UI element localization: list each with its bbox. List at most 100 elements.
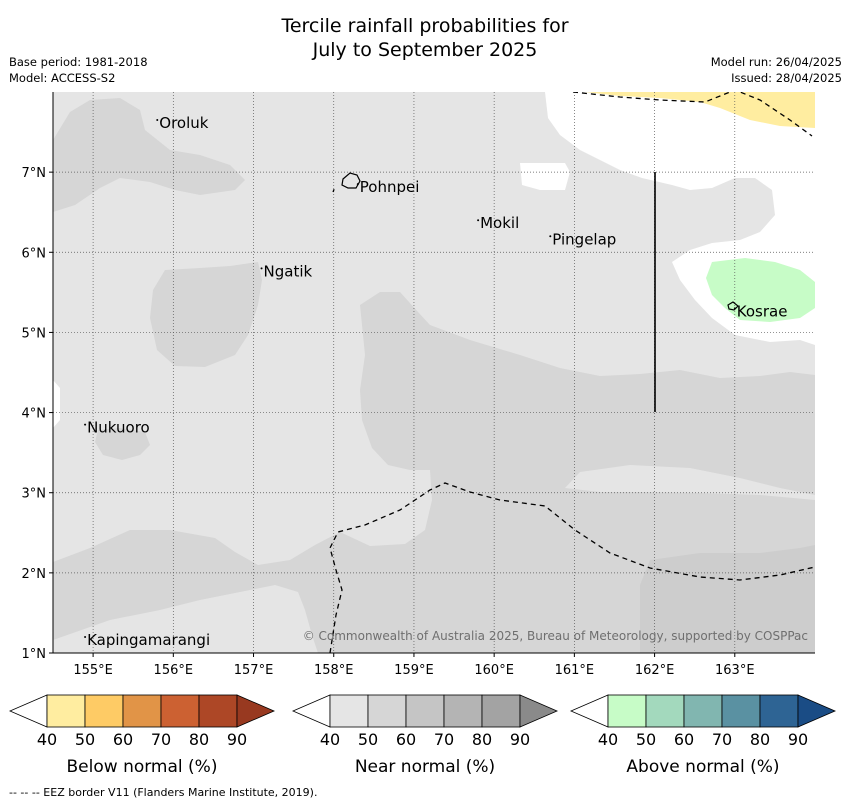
title-line-2: July to September 2025 <box>312 39 538 61</box>
legend-color-step <box>405 694 445 728</box>
legend-color-step <box>645 694 685 728</box>
legend-tick-label: 90 <box>788 730 808 749</box>
near-normal-50-60-ngatik-blob <box>150 262 262 367</box>
legend-title: Below normal (%) <box>67 757 218 777</box>
legend-color-step <box>122 694 162 728</box>
place-label-kosrae: Kosrae <box>737 302 788 320</box>
map-fill-layer <box>53 92 815 653</box>
place-label-kapingamarangi: Kapingamarangi <box>87 631 210 649</box>
legend-tick-label: 60 <box>674 730 694 749</box>
legend-tick-label: 50 <box>636 730 656 749</box>
place-marker <box>84 635 87 638</box>
near-normal-50-60-central-region <box>53 292 815 653</box>
near-normal-40-50-east-patch <box>565 465 815 500</box>
eez-border-north <box>572 92 813 137</box>
legends: 40 50 60 70 80 90 Below normal (%) 40 50 60 70 80 90… <box>8 694 837 777</box>
legend-color-step <box>160 694 200 728</box>
lat-tick-label: 7°N <box>22 166 47 181</box>
legend-color-step <box>46 694 86 728</box>
legend-below-normal: 40 50 60 70 80 90 Below normal (%) <box>8 694 276 777</box>
legend-tick-label: 60 <box>113 730 133 749</box>
place-label-nukuoro: Nukuoro <box>87 419 150 437</box>
near-normal-50-60-nukuoro-blob <box>95 428 150 460</box>
legend-color-step <box>683 694 723 728</box>
lon-tick-label: 155°E <box>73 663 113 678</box>
eez-borders <box>329 92 815 653</box>
place-marker <box>549 235 552 238</box>
meta-right: Model run: 26/04/2025 Issued: 28/04/2025 <box>711 54 842 86</box>
place-label-pohnpei: Pohnpei <box>360 178 420 196</box>
above-normal-40-50-region <box>706 258 815 322</box>
lat-tick-label: 2°N <box>22 567 47 582</box>
legend-title: Above normal (%) <box>626 757 779 777</box>
legend-tick-label: 90 <box>510 730 530 749</box>
place-marker <box>356 183 359 186</box>
place-marker <box>84 423 87 426</box>
legend-extend-low <box>569 694 609 728</box>
base-period: Base period: 1981-2018 <box>9 55 148 69</box>
neutral-white-notch <box>520 163 570 190</box>
map-title: Tercile rainfall probabilities for July … <box>0 14 850 62</box>
legend-tick-label: 40 <box>320 730 340 749</box>
lat-tick-label: 3°N <box>22 487 47 502</box>
legend-color-step <box>759 694 799 728</box>
legend-color-step <box>367 694 407 728</box>
legend-color-step <box>84 694 124 728</box>
legend-tick-label: 80 <box>189 730 209 749</box>
lon-tick-label: 163°E <box>715 663 755 678</box>
copyright-notice: © Commonwealth of Australia 2025, Bureau… <box>303 629 808 643</box>
legend-tick-label: 70 <box>151 730 171 749</box>
legend-extend-low <box>8 694 48 728</box>
legend-tick-label: 40 <box>37 730 57 749</box>
near-normal-50-60-north-band <box>53 98 245 212</box>
legend-color-step <box>721 694 761 728</box>
lat-tick-label: 4°N <box>22 407 47 422</box>
place-marker <box>260 267 263 270</box>
legend-title: Near normal (%) <box>355 757 495 777</box>
eez-footnote: -- -- -- EEZ border V11 (Flanders Marine… <box>9 786 318 799</box>
title-line-1: Tercile rainfall probabilities for <box>281 15 569 37</box>
legend-color-step <box>443 694 483 728</box>
place-marker <box>156 119 159 122</box>
eez-border-pohnpei <box>332 186 336 193</box>
legend-extend-low <box>291 694 331 728</box>
legend-extend-high <box>236 694 276 728</box>
lat-tick-label: 6°N <box>22 246 47 261</box>
model-run: Model run: 26/04/2025 <box>710 55 842 69</box>
model-name: Model: ACCESS-S2 <box>9 71 116 85</box>
near-normal-50-60-southeast-patch <box>640 545 815 653</box>
lon-tick-label: 161°E <box>555 663 595 678</box>
legend-tick-label: 80 <box>750 730 770 749</box>
legend-color-step <box>198 694 238 728</box>
legend-tick-label: 80 <box>472 730 492 749</box>
near-normal-40-50-south-patch <box>53 585 318 653</box>
legend-extend-high <box>519 694 559 728</box>
meta-left: Base period: 1981-2018 Model: ACCESS-S2 <box>9 54 148 86</box>
place-label-mokil: Mokil <box>480 214 519 232</box>
kosrae-island-outline <box>727 301 739 311</box>
legend-color-step <box>329 694 369 728</box>
legend-tick-label: 60 <box>396 730 416 749</box>
lon-tick-label: 157°E <box>234 663 274 678</box>
lon-tick-label: 159°E <box>394 663 434 678</box>
place-label-ngatik: Ngatik <box>264 262 313 280</box>
legend-tick-label: 50 <box>75 730 95 749</box>
legend-near-normal: 40 50 60 70 80 90 Near normal (%) <box>291 694 559 777</box>
legend-tick-label: 40 <box>598 730 618 749</box>
place-marker <box>733 307 736 310</box>
legend-tick-label: 90 <box>227 730 247 749</box>
lon-tick-label: 158°E <box>314 663 354 678</box>
legend-extend-high <box>797 694 837 728</box>
neutral-white-left-edge <box>53 380 60 428</box>
legend-color-step <box>481 694 521 728</box>
place-label-oroluk: Oroluk <box>159 114 208 132</box>
issued-date: Issued: 28/04/2025 <box>731 71 842 85</box>
place-label-pingelap: Pingelap <box>552 230 616 248</box>
lat-tick-label: 1°N <box>22 647 47 662</box>
lon-tick-label: 162°E <box>635 663 675 678</box>
legend-tick-label: 70 <box>434 730 454 749</box>
below-normal-40-50-region <box>585 92 815 128</box>
lon-tick-label: 156°E <box>154 663 194 678</box>
lon-tick-label: 160°E <box>474 663 514 678</box>
